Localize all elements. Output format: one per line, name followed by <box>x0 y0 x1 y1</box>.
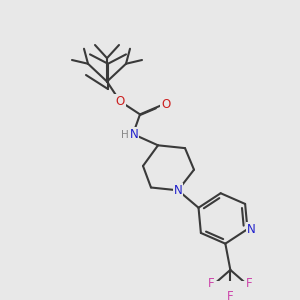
Text: N: N <box>247 223 256 236</box>
Text: O: O <box>116 95 124 108</box>
Text: F: F <box>208 277 215 290</box>
Text: O: O <box>161 98 171 111</box>
Text: N: N <box>174 184 182 197</box>
Text: F: F <box>246 277 253 290</box>
Text: N: N <box>130 128 138 141</box>
Text: H: H <box>121 130 129 140</box>
Text: F: F <box>227 290 234 300</box>
